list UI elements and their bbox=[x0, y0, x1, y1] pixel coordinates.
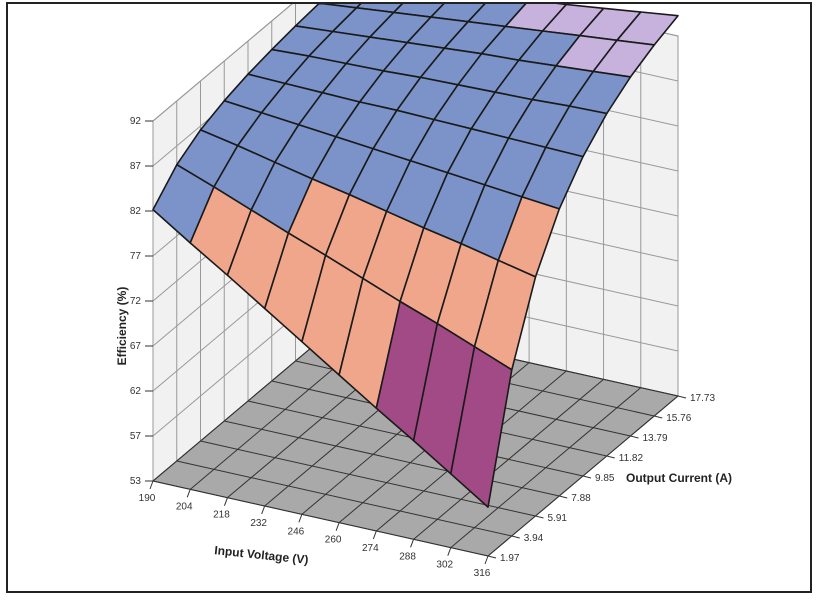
x-tick-mark bbox=[186, 489, 191, 498]
y-tick-mark bbox=[559, 495, 568, 499]
y-axis-title: Output Current (A) bbox=[626, 471, 732, 485]
y-tick-label: 13.79 bbox=[643, 433, 668, 444]
z-tick-label: 62 bbox=[130, 386, 142, 397]
axis-ticks: 53 57 62 67 72 77 82 87 92 190 204 218 232 246 260 274 2… bbox=[130, 116, 716, 579]
x-tick-label: 232 bbox=[250, 518, 267, 529]
x-tick-label: 218 bbox=[213, 510, 230, 521]
x-tick-label: 316 bbox=[474, 568, 491, 579]
x-tick-label: 246 bbox=[288, 526, 305, 537]
y-tick-label: 15.76 bbox=[666, 413, 691, 424]
z-tick-label: 82 bbox=[130, 206, 142, 217]
y-tick-mark bbox=[582, 475, 592, 479]
y-tick-label: 17.73 bbox=[690, 393, 715, 404]
y-tick-label: 3.94 bbox=[524, 533, 544, 544]
x-tick-mark bbox=[410, 539, 415, 548]
y-tick-label: 5.91 bbox=[548, 513, 568, 524]
z-tick-label: 87 bbox=[130, 161, 142, 172]
z-tick-label: 53 bbox=[130, 476, 142, 487]
floor-gridline bbox=[224, 420, 560, 497]
z-tick-label: 67 bbox=[130, 341, 142, 352]
y-tick-mark bbox=[511, 535, 520, 539]
x-tick-mark bbox=[447, 547, 452, 556]
x-tick-mark bbox=[372, 530, 377, 540]
y-tick-label: 1.97 bbox=[500, 553, 520, 564]
y-tick-mark bbox=[654, 415, 663, 419]
surface-patch bbox=[449, 345, 513, 508]
y-tick-mark bbox=[606, 455, 615, 459]
y-tick-label: 7.88 bbox=[571, 493, 591, 504]
floor-gridline bbox=[176, 460, 512, 537]
chart-frame: 53 57 62 67 72 77 82 87 92 190 204 218 232 246 260 274 2… bbox=[6, 2, 812, 593]
x-tick-mark bbox=[298, 514, 303, 523]
surface-chart: 53 57 62 67 72 77 82 87 92 190 204 218 232 246 260 274 2… bbox=[115, 4, 732, 579]
z-tick-label: 77 bbox=[130, 251, 142, 262]
floor-gridline bbox=[152, 480, 489, 557]
z-axis-title: Efficiency (%) bbox=[115, 287, 129, 366]
z-tick-label: 57 bbox=[130, 431, 142, 442]
x-tick-mark bbox=[484, 555, 489, 565]
z-tick-label: 72 bbox=[130, 296, 142, 307]
x-tick-label: 204 bbox=[176, 501, 193, 512]
y-tick-label: 11.82 bbox=[619, 453, 644, 464]
x-tick-mark bbox=[261, 505, 266, 515]
efficiency-surface bbox=[152, 4, 679, 508]
y-tick-mark bbox=[677, 395, 687, 399]
z-tick-label: 92 bbox=[130, 116, 142, 127]
x-tick-label: 288 bbox=[399, 551, 416, 562]
x-axis-title: Input Voltage (V) bbox=[214, 543, 309, 567]
floor-gridline bbox=[200, 440, 536, 517]
y-tick-mark bbox=[630, 435, 639, 439]
x-tick-mark bbox=[223, 497, 228, 506]
x-tick-mark bbox=[335, 522, 340, 531]
x-tick-label: 274 bbox=[362, 543, 379, 554]
x-tick-label: 260 bbox=[325, 535, 342, 546]
y-tick-mark bbox=[487, 555, 497, 559]
y-tick-mark bbox=[535, 515, 544, 519]
x-tick-mark bbox=[149, 480, 154, 490]
x-tick-label: 190 bbox=[139, 493, 156, 504]
y-tick-label: 9.85 bbox=[595, 473, 615, 484]
x-tick-label: 302 bbox=[436, 560, 453, 571]
